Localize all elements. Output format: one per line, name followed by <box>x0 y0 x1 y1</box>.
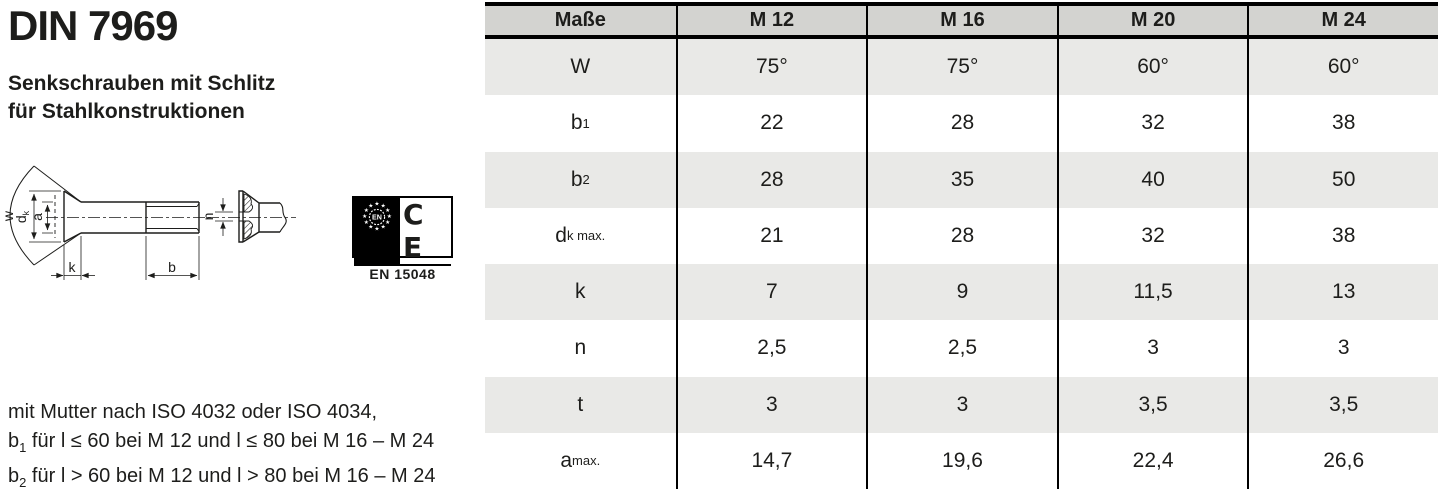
note-line: b1 für l ≤ 60 bei M 12 und l ≤ 80 bei M … <box>8 430 435 455</box>
table-cell: 21 <box>675 207 867 264</box>
table-cell: 3 <box>1056 320 1248 377</box>
table-cell: 32 <box>1056 207 1248 264</box>
table-row-t: t 3 3 3,5 3,5 <box>485 376 1438 433</box>
ce-standard-label: EN 15048 <box>354 264 451 282</box>
info-panel: DIN 7969 Senkschrauben mit Schlitz für S… <box>0 0 484 490</box>
table-row-amax: a max. 14,7 19,6 22,4 26,6 <box>485 432 1438 489</box>
screw-main-view <box>9 165 214 280</box>
table-cell: 28 <box>675 151 867 208</box>
column-header-m24: M 24 <box>1247 6 1438 35</box>
column-header-m12: M 12 <box>675 6 867 35</box>
table-cell: 3,5 <box>1056 376 1248 433</box>
table-cell: 35 <box>866 151 1057 208</box>
ce-certification-box: ★ ★ ★ ★ ★ ★ ★ ★ ★ ★ ★ ★ EN C E EN 15048 <box>352 196 453 282</box>
table-cell: 38 <box>1247 95 1438 152</box>
table-cell: 38 <box>1247 207 1438 264</box>
ce-box-top: ★ ★ ★ ★ ★ ★ ★ ★ ★ ★ ★ ★ EN C E <box>354 198 451 264</box>
table-cell: 13 <box>1247 264 1438 321</box>
dim-label-k: k <box>69 259 77 275</box>
table-cell: 11,5 <box>1056 264 1248 321</box>
table-cell: 26,6 <box>1247 432 1438 489</box>
table-cell: 75° <box>675 39 867 96</box>
table-cell: 28 <box>866 95 1057 152</box>
table-row-n: n 2,5 2,5 3 3 <box>485 320 1438 377</box>
table-cell: 40 <box>1056 151 1248 208</box>
svg-text:★: ★ <box>368 202 373 209</box>
subtitle-line-1: Senkschrauben mit Schlitz <box>8 72 276 95</box>
svg-text:★: ★ <box>374 201 379 208</box>
column-header-m16: M 16 <box>866 6 1057 35</box>
table-row-w: W 75° 75° 60° 60° <box>485 39 1438 96</box>
dim-label-b: b <box>168 259 176 275</box>
table-cell: 60° <box>1056 39 1248 96</box>
table-cell: 22 <box>675 95 867 152</box>
dim-label-w: w <box>2 210 16 222</box>
table-row-k: k 7 9 11,5 13 <box>485 264 1438 321</box>
svg-text:★: ★ <box>385 219 390 226</box>
table-cell: 2,5 <box>866 320 1057 377</box>
table-cell: 3,5 <box>1247 376 1438 433</box>
note-line: mit Mutter nach ISO 4032 oder ISO 4034, <box>8 401 378 423</box>
row-label: a max. <box>560 448 601 472</box>
svg-text:★: ★ <box>381 202 386 209</box>
svg-text:★: ★ <box>387 213 392 220</box>
table-cell: 9 <box>866 264 1057 321</box>
svg-text:★: ★ <box>364 219 369 226</box>
table-header-row: Maße M 12 M 16 M 20 M 24 <box>485 2 1438 35</box>
row-label: k <box>575 280 586 304</box>
row-label: n <box>574 336 587 360</box>
svg-text:★: ★ <box>368 224 373 231</box>
row-label: W <box>570 55 591 79</box>
table-cell: 3 <box>1247 320 1438 377</box>
table-cell: 22,4 <box>1056 432 1248 489</box>
table-cell: 75° <box>866 39 1057 96</box>
svg-text:★: ★ <box>364 207 369 214</box>
table-cell: 28 <box>866 207 1057 264</box>
en-certification-logo: ★ ★ ★ ★ ★ ★ ★ ★ ★ ★ ★ ★ EN <box>354 198 400 264</box>
screw-section-view <box>207 190 296 243</box>
page-subtitle: Senkschrauben mit Schlitz für Stahlkonst… <box>8 70 275 126</box>
svg-text:★: ★ <box>362 213 367 220</box>
dim-label-dk: dk <box>13 210 31 223</box>
svg-text:EN: EN <box>372 213 382 221</box>
column-header-m20: M 20 <box>1056 6 1248 35</box>
subtitle-line-2: für Stahlkonstruktionen <box>8 100 245 123</box>
table-cell: 19,6 <box>866 432 1057 489</box>
screw-technical-drawing: w dk a k b n <box>2 165 296 280</box>
row-label: t <box>577 392 584 416</box>
table-cell: 2,5 <box>675 320 867 377</box>
ce-mark: C E <box>403 198 429 264</box>
dimensions-table: Maße M 12 M 16 M 20 M 24 W 75° 75° 60° 6… <box>485 2 1438 489</box>
footnotes: mit Mutter nach ISO 4032 oder ISO 4034, … <box>8 398 436 497</box>
page-title: DIN 7969 <box>8 2 178 49</box>
en-stars-icon: ★ ★★ ★★★ ★★★ ★★★ EN <box>362 201 392 233</box>
table-cell: 60° <box>1247 39 1438 96</box>
table-cell: 7 <box>675 264 867 321</box>
dim-label-n: n <box>200 213 216 221</box>
header-divider <box>485 35 1438 39</box>
note-line: b2 für l > 60 bei M 12 und l > 80 bei M … <box>8 465 436 490</box>
table-cell: 3 <box>866 376 1057 433</box>
svg-text:★: ★ <box>374 225 379 232</box>
table-cell: 14,7 <box>675 432 867 489</box>
table-cell: 32 <box>1056 95 1248 152</box>
column-header-masse: Maße <box>554 9 606 31</box>
dim-label-a: a <box>29 213 45 221</box>
table-cell: 50 <box>1247 151 1438 208</box>
svg-text:★: ★ <box>381 224 386 231</box>
svg-text:★: ★ <box>385 207 390 214</box>
table-cell: 3 <box>675 376 867 433</box>
